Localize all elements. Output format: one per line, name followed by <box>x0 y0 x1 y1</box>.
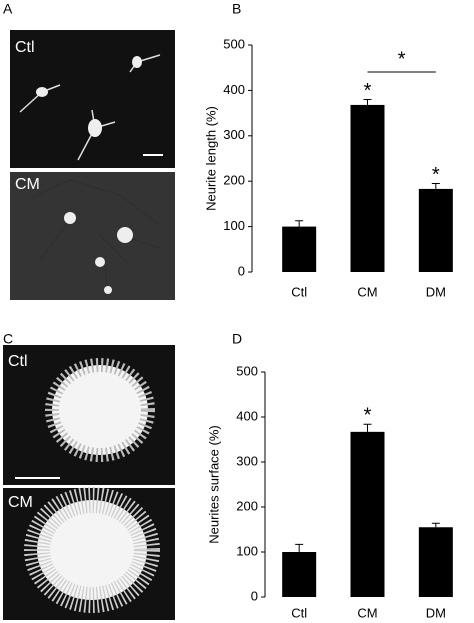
y-tick-label: 400 <box>236 408 258 423</box>
x-tick-label: Ctl <box>291 605 307 620</box>
x-tick-label: CM <box>357 605 377 620</box>
y-tick-label: 300 <box>236 453 258 468</box>
y-tick-label: 100 <box>223 218 245 233</box>
y-tick-label: 200 <box>236 498 258 513</box>
y-tick-label: 500 <box>236 363 258 378</box>
error-bar <box>363 98 372 105</box>
error-bar <box>295 220 304 227</box>
y-tick-label: 500 <box>223 36 245 51</box>
bracket-label: * <box>398 48 406 70</box>
bar <box>418 527 453 597</box>
y-axis-label: Neurite length (%) <box>203 106 218 211</box>
error-bar <box>431 182 440 189</box>
bar <box>282 226 317 272</box>
y-tick-label: 0 <box>238 263 245 278</box>
bar <box>418 188 453 272</box>
y-tick-label: 0 <box>251 588 258 603</box>
image-label: Ctl <box>8 353 28 370</box>
bar <box>350 431 385 597</box>
panel-label: D <box>232 331 242 347</box>
significance: * <box>364 404 372 426</box>
significance: * <box>364 80 372 102</box>
image-label: CM <box>8 494 33 511</box>
y-tick-label: 100 <box>236 543 258 558</box>
panel-label: C <box>3 331 13 347</box>
explant <box>45 358 155 462</box>
significance: * <box>432 164 440 186</box>
bar <box>350 104 385 272</box>
y-axis-label: Neurites surface (%) <box>206 425 221 543</box>
micrographs <box>3 30 175 620</box>
x-tick-label: Ctl <box>291 284 307 299</box>
x-tick-label: DM <box>426 284 446 299</box>
image-a-ctl <box>10 30 175 168</box>
image-a-cm <box>10 172 175 300</box>
error-bar <box>363 423 372 432</box>
image-label: Ctl <box>15 39 35 56</box>
cell-bodies <box>36 56 142 137</box>
explant <box>24 487 160 613</box>
panel-label: B <box>232 1 241 17</box>
x-tick-label: CM <box>357 284 377 299</box>
bar <box>282 552 317 597</box>
panel-label: A <box>3 1 13 17</box>
cell-bodies <box>64 212 133 294</box>
image-label: CM <box>15 176 40 193</box>
error-bar <box>295 543 304 552</box>
y-tick-label: 300 <box>223 127 245 142</box>
error-bar <box>431 522 440 528</box>
y-tick-label: 400 <box>223 82 245 97</box>
x-tick-label: DM <box>426 605 446 620</box>
y-tick-label: 200 <box>223 173 245 188</box>
